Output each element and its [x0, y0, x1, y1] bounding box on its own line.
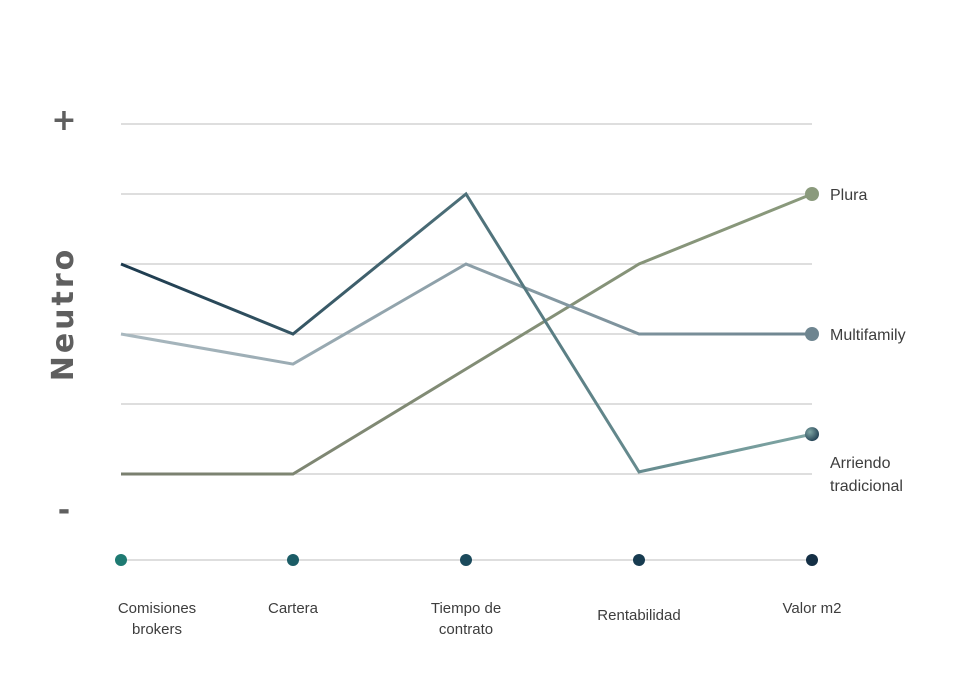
series-label: Arriendo tradicional: [830, 455, 903, 495]
category-marker: [633, 554, 645, 566]
category-label: Comisiones brokers: [118, 600, 196, 638]
series-lines: [120, 191, 813, 476]
category-marker: [115, 554, 127, 566]
series-labels: Plura Multifamily Arriendo tradicional: [830, 187, 906, 495]
category-axis: [115, 554, 818, 566]
series-label: Plura: [830, 187, 867, 204]
series-line-multifamily: [120, 262, 812, 366]
series-line-plura: [121, 192, 813, 476]
y-axis-plus-label: +: [51, 103, 76, 138]
y-axis-minus-label: -: [58, 493, 70, 528]
series-endpoint-marker: [805, 427, 819, 442]
category-label: Tiempo de contrato: [431, 600, 501, 638]
series-endpoint-marker: [805, 187, 819, 201]
series-line-arriendo-tradicional: [120, 191, 813, 474]
gridlines: [121, 123, 812, 475]
series-endpoint-marker: [805, 327, 819, 341]
category-label: Valor m2: [783, 600, 842, 617]
category-labels: Comisiones brokers Cartera Tiempo de contrat…: [118, 600, 842, 638]
category-marker: [806, 554, 818, 566]
series-label: Multifamily: [830, 327, 906, 344]
category-label: Cartera: [268, 600, 319, 617]
category-marker: [287, 554, 299, 566]
category-label: Rentabilidad: [597, 607, 680, 624]
y-axis: + Neutro -: [46, 103, 81, 528]
series-endpoints: [805, 187, 819, 442]
category-marker: [460, 554, 472, 566]
y-axis-neutral-label: Neutro: [46, 247, 81, 382]
